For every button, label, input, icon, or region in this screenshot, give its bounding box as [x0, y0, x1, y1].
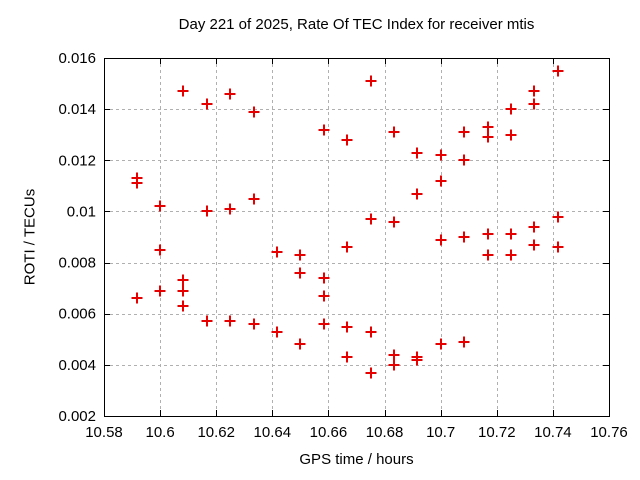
- x-tick-label: 10.62: [197, 424, 235, 441]
- x-tick-label: 10.6: [146, 424, 175, 441]
- x-tick-label: 10.72: [478, 424, 516, 441]
- y-tick-label: 0.004: [58, 357, 96, 374]
- y-tick-label: 0.016: [58, 50, 96, 67]
- y-tick-label: 0.012: [58, 152, 96, 169]
- x-tick-label: 10.68: [366, 424, 404, 441]
- y-tick-label: 0.002: [58, 408, 96, 425]
- x-tick-label: 10.64: [254, 424, 292, 441]
- x-axis-title: GPS time / hours: [299, 451, 414, 468]
- y-tick-label: 0.014: [58, 101, 96, 118]
- y-tick-label: 0.006: [58, 306, 96, 323]
- x-tick-label: 10.66: [310, 424, 348, 441]
- y-tick-label: 0.01: [67, 203, 96, 220]
- x-tick-label: 10.58: [85, 424, 123, 441]
- y-tick-label: 0.008: [58, 255, 96, 272]
- plot-border: [104, 58, 610, 417]
- x-tick-label: 10.7: [426, 424, 455, 441]
- chart-title: Day 221 of 2025, Rate Of TEC Index for r…: [178, 16, 535, 33]
- x-tick-label: 10.74: [534, 424, 572, 441]
- x-tick-label: 10.76: [590, 424, 628, 441]
